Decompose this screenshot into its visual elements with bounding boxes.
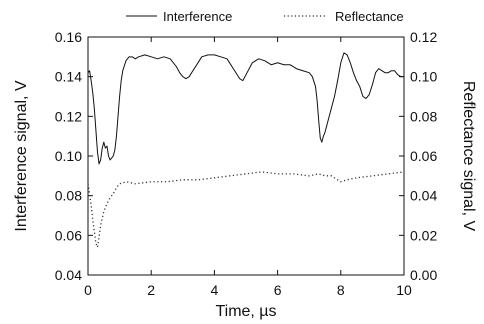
y-right-tick-label: 0.10 xyxy=(410,69,437,85)
series-line-reflectance xyxy=(87,171,405,248)
series-layer xyxy=(87,52,405,248)
y-left-tick-label: 0.06 xyxy=(55,227,82,243)
y-axis-right-label: Reflectance signal, V xyxy=(460,81,477,232)
series-line-interference xyxy=(87,52,404,165)
y-axis-left-ticks: 0.04 0.06 0.08 0.10 0.12 0.14 0.16 xyxy=(55,29,93,283)
x-tick-label: 10 xyxy=(396,282,412,298)
y-right-tick-label: 0.02 xyxy=(410,227,437,243)
y-left-tick-label: 0.12 xyxy=(55,108,82,124)
y-right-tick-label: 0.06 xyxy=(410,148,437,164)
x-tick-label: 4 xyxy=(211,282,219,298)
x-axis-label: Time, µs xyxy=(215,303,276,320)
y-left-tick-label: 0.10 xyxy=(55,148,82,164)
y-right-tick-label: 0.00 xyxy=(410,267,437,283)
y-right-tick-label: 0.12 xyxy=(410,29,437,45)
y-left-tick-label: 0.14 xyxy=(55,69,82,85)
y-left-tick-label: 0.16 xyxy=(55,29,82,45)
legend: Interference Reflectance xyxy=(126,9,404,24)
y-left-tick-label: 0.08 xyxy=(55,188,82,204)
y-axis-left-label: Interference signal, V xyxy=(13,80,30,232)
x-tick-label: 6 xyxy=(274,282,282,298)
y-left-tick-label: 0.04 xyxy=(55,267,82,283)
plot-frame xyxy=(87,36,405,276)
x-tick-label: 0 xyxy=(84,282,92,298)
legend-label-reflectance: Reflectance xyxy=(335,9,404,24)
x-tick-label: 2 xyxy=(147,282,155,298)
legend-label-interference: Interference xyxy=(163,9,232,24)
x-tick-label: 8 xyxy=(337,282,345,298)
y-axis-right-ticks: 0.00 0.02 0.04 0.06 0.08 0.10 0.12 xyxy=(399,29,437,283)
y-right-tick-label: 0.08 xyxy=(410,108,437,124)
y-right-tick-label: 0.04 xyxy=(410,188,437,204)
x-axis-ticks: 0 2 4 6 8 10 xyxy=(84,37,412,298)
